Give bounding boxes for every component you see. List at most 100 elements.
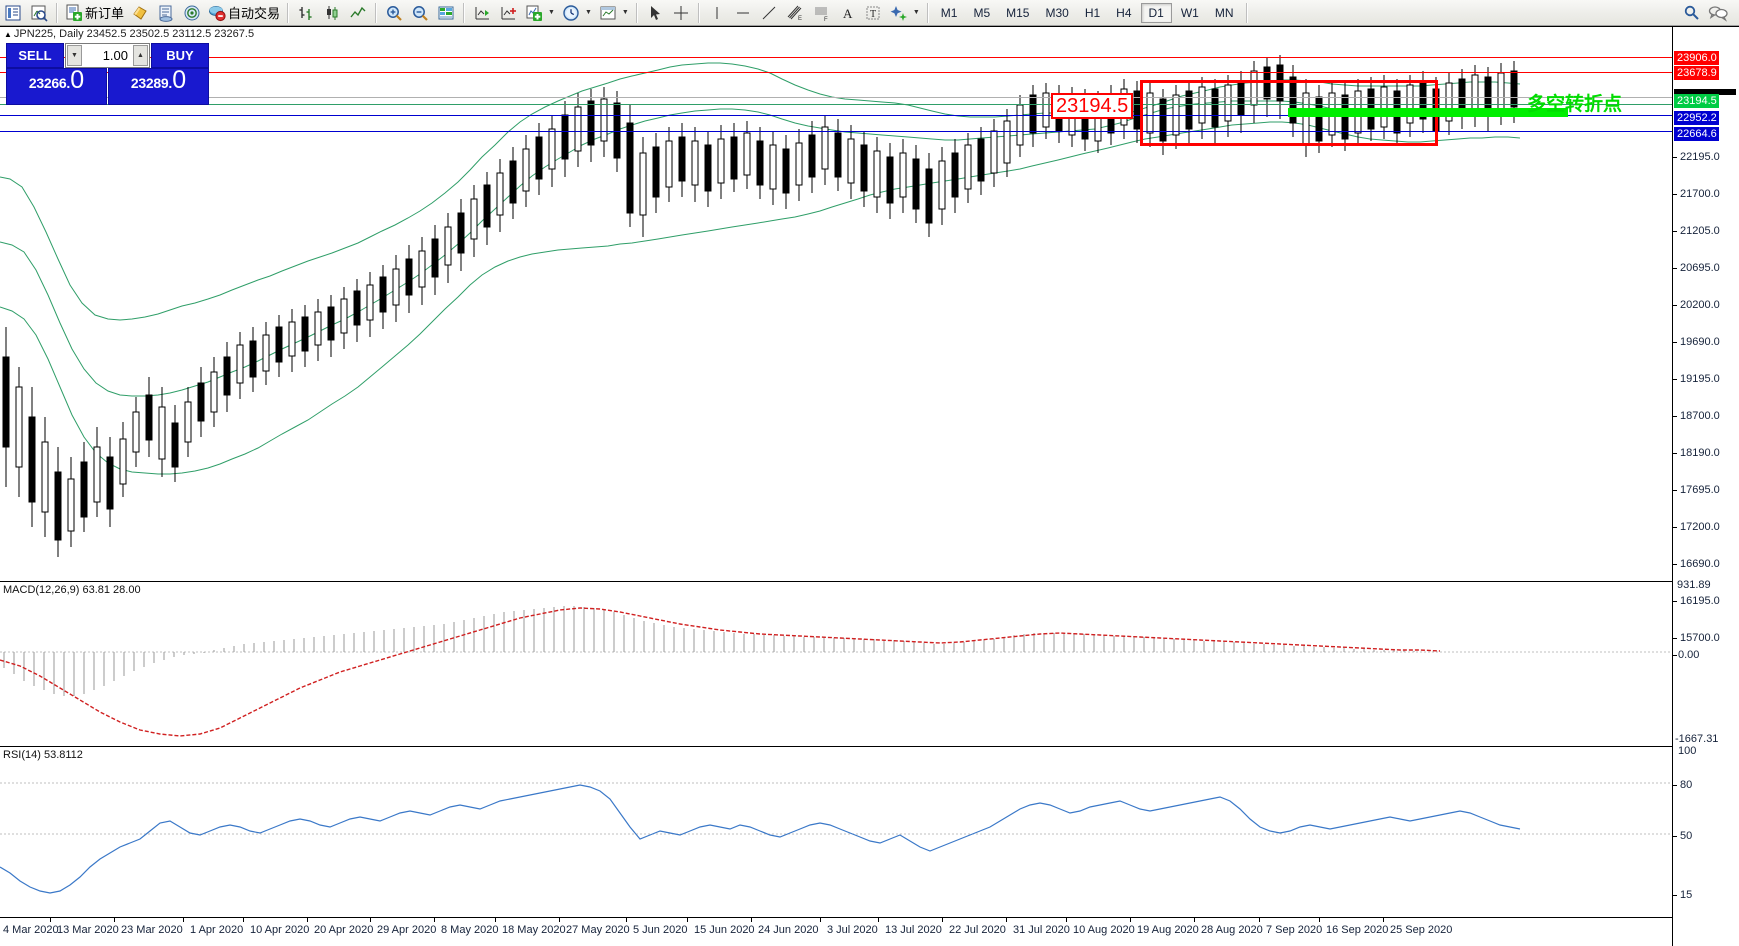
buy-price-decimal: 0	[172, 66, 187, 94]
chart-window[interactable]: ▲ JPN225, Daily 23452.5 23502.5 23112.5 2…	[0, 26, 1739, 946]
time-tick-0: 4 Mar 2020	[3, 924, 59, 936]
timeframe-w1[interactable]: W1	[1180, 5, 1199, 20]
timeframe-m1[interactable]: M1	[940, 5, 958, 20]
annotation-green-level-line[interactable]	[1288, 108, 1568, 117]
chevron-down-icon-indicators[interactable]: ▼	[548, 9, 555, 16]
annotation-turning-point-text[interactable]: 多空转折点	[1527, 93, 1623, 115]
trendline-icon[interactable]	[757, 1, 781, 25]
grid-icon[interactable]	[434, 1, 458, 25]
auto-scroll-icon[interactable]	[470, 1, 494, 25]
price-label-22952: 22952.2	[1674, 111, 1719, 125]
cursor-icon[interactable]	[643, 1, 667, 25]
autotrading-button[interactable]: 自动交易	[206, 1, 282, 25]
time-mark	[495, 918, 496, 922]
time-scale[interactable]: 4 Mar 2020 13 Mar 2020 23 Mar 2020 1 Apr…	[0, 917, 1672, 946]
periods-icon[interactable]	[559, 1, 583, 25]
chevron-down-icon-templates[interactable]: ▼	[621, 9, 629, 16]
time-mark	[1006, 918, 1007, 922]
svg-text:T: T	[870, 9, 876, 20]
rsi-line	[0, 784, 1521, 894]
timeframe-m5[interactable]: M5	[973, 5, 991, 20]
candles	[2, 55, 1518, 557]
timeframe-m15[interactable]: M15	[1006, 5, 1030, 20]
price-tick-20200: 20200.0	[1673, 299, 1720, 311]
time-tick-11: 15 Jun 2020	[694, 924, 755, 936]
price-tick-21205: 21205.0	[1673, 225, 1720, 237]
text-label-icon[interactable]: T	[861, 1, 885, 25]
fibonacci-icon[interactable]: F	[809, 1, 833, 25]
price-chart-svg	[0, 55, 1521, 557]
templates-icon[interactable]	[596, 1, 620, 25]
time-tick-21: 16 Sep 2020	[1326, 924, 1389, 936]
horizontal-line-icon[interactable]	[731, 1, 755, 25]
sell-price-display[interactable]: 23266. 0	[6, 68, 107, 105]
timeframe-m30[interactable]: M30	[1045, 5, 1069, 20]
chart-symbol-text: JPN225, Daily 23452.5 23502.5 23112.5 23…	[13, 28, 255, 40]
strategy-tester-icon[interactable]	[154, 1, 178, 25]
hline-23194-green[interactable]	[0, 104, 1672, 105]
chevron-down-icon-periods[interactable]: ▼	[584, 9, 592, 16]
price-pane[interactable]: 23194.5 多空转折点	[0, 27, 1672, 581]
chat-icon[interactable]	[1706, 1, 1730, 25]
toolbar-separator-7	[926, 2, 929, 23]
bar-chart-icon[interactable]	[294, 1, 318, 25]
shapes-icon[interactable]	[887, 1, 911, 25]
price-tick-16195: 16195.0	[1673, 595, 1720, 607]
metaeditor-icon[interactable]	[128, 1, 152, 25]
time-mark	[307, 918, 308, 922]
one-click-trading-panel[interactable]: SELL ▼ 1.00 ▲ BUY 23266. 0 23289. 0	[6, 43, 209, 105]
vertical-line-icon[interactable]	[705, 1, 729, 25]
time-mark	[183, 918, 184, 922]
buy-price-display[interactable]: 23289. 0	[108, 68, 209, 105]
crosshair-icon[interactable]	[669, 1, 693, 25]
time-tick-13: 3 Jul 2020	[827, 924, 878, 936]
hline-22664[interactable]	[0, 131, 1672, 132]
collapse-caret-icon[interactable]: ▲	[4, 30, 12, 39]
time-tick-15: 22 Jul 2020	[949, 924, 1006, 936]
search-icon[interactable]	[1680, 1, 1704, 25]
indicators-icon[interactable]	[522, 1, 546, 25]
zoom-in-icon[interactable]	[382, 1, 406, 25]
equidistant-channel-icon[interactable]: E	[783, 1, 807, 25]
price-scale[interactable]: 23906.0 23678.9 23194.5 22952.2 22664.6 …	[1672, 27, 1739, 946]
sell-button[interactable]: SELL	[6, 43, 64, 68]
volume-field[interactable]: ▼ 1.00 ▲	[65, 43, 150, 68]
timeframe-d1[interactable]: D1	[1140, 2, 1172, 23]
annotation-price-label[interactable]: 23194.5	[1051, 93, 1134, 119]
hline-23906[interactable]	[0, 57, 1672, 58]
rsi-pane[interactable]: RSI(14) 53.8112	[0, 746, 1672, 917]
chart-symbol-header: ▲ JPN225, Daily 23452.5 23502.5 23112.5 2…	[4, 28, 254, 40]
time-tick-8: 18 May 2020	[502, 924, 566, 936]
time-mark	[1130, 918, 1131, 922]
hline-23678[interactable]	[0, 72, 1672, 73]
timeframe-h4[interactable]: H4	[1116, 5, 1132, 20]
time-tick-1: 13 Mar 2020	[57, 924, 119, 936]
buy-button[interactable]: BUY	[151, 43, 209, 68]
new-order-button[interactable]: 新订单	[63, 1, 126, 25]
time-tick-3: 1 Apr 2020	[190, 924, 244, 936]
toolbar-separator	[56, 2, 58, 23]
time-tick-9: 27 May 2020	[566, 924, 630, 936]
price-tick-17695: 17695.0	[1673, 484, 1720, 496]
volume-stepper-up-icon[interactable]: ▲	[133, 45, 148, 66]
line-chart-icon[interactable]	[346, 1, 370, 25]
timeframe-h1[interactable]: H1	[1084, 5, 1101, 20]
hline-22952[interactable]	[0, 115, 1672, 116]
volume-value[interactable]: 1.00	[102, 48, 128, 63]
svg-text:A: A	[843, 6, 853, 21]
volume-dropdown-icon[interactable]: ▼	[67, 45, 82, 66]
zoom-out-icon[interactable]	[408, 1, 432, 25]
data-window-icon[interactable]	[27, 1, 51, 25]
chevron-down-icon-shapes[interactable]: ▼	[912, 9, 920, 16]
price-tick-19690: 19690.0	[1673, 336, 1720, 348]
time-mark	[1066, 918, 1067, 922]
candlestick-chart-icon[interactable]	[320, 1, 344, 25]
macd-pane[interactable]: MACD(12,26,9) 63.81 28.00	[0, 581, 1672, 746]
chart-shift-icon[interactable]	[496, 1, 520, 25]
text-icon[interactable]: A	[835, 1, 859, 25]
timeframe-mn[interactable]: MN	[1214, 5, 1234, 20]
time-tick-16: 31 Jul 2020	[1013, 924, 1070, 936]
signals-icon[interactable]	[180, 1, 204, 25]
market-watch-icon[interactable]	[1, 1, 25, 25]
sell-price-decimal: 0	[70, 66, 85, 94]
